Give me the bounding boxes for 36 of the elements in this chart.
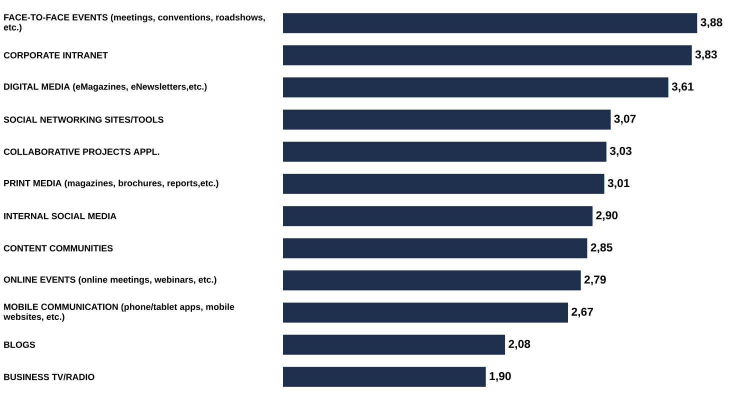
data-label: 3,01 (608, 179, 630, 189)
y-tick-label: BUSINESS TV/RADIO (4, 374, 94, 380)
bar (283, 45, 692, 66)
y-tick-label: CONTENT COMMUNITIES (4, 245, 113, 252)
y-tick-label: PRINT MEDIA (magazines, brochures, reports,etc.) (4, 180, 218, 188)
y-tick-label: COLLABORATIVE PROJECTS APPL. (4, 148, 160, 155)
data-label: 3,83 (695, 50, 717, 60)
data-label: 3,61 (672, 82, 694, 92)
data-label: 2,79 (584, 276, 606, 286)
bar (283, 142, 606, 162)
y-tick-label: INTERNAL SOCIAL MEDIA (4, 212, 116, 220)
data-label: 2,90 (596, 211, 618, 221)
y-tick-label: FACE-TO-FACE EVENTS (meetings, conventions, roadshows, etc.) (4, 14, 265, 32)
bar (283, 302, 568, 323)
bar (283, 110, 611, 130)
bar (283, 77, 668, 98)
bar (283, 334, 506, 355)
data-label: 1,90 (490, 372, 511, 382)
bar (283, 366, 486, 387)
bar (283, 13, 698, 34)
data-label: 2,67 (572, 308, 593, 318)
y-tick-label: SOCIAL NETWORKING SITES/TOOLS (4, 116, 164, 123)
bar (283, 174, 604, 194)
bar (283, 238, 588, 258)
data-label: 2,08 (508, 340, 530, 350)
y-tick-label: DIGITAL MEDIA (eMagazines, eNewsletters,etc.) (4, 83, 207, 92)
data-label: 3,88 (700, 18, 722, 28)
y-tick-label: MOBILE COMMUNICATION (phone/tablet apps, mobile websites, etc.) (3, 303, 234, 322)
y-tick-label: BLOGS (4, 342, 36, 348)
y-tick-label: CORPORATE INTRANET (4, 52, 108, 58)
data-label: 2,85 (590, 243, 612, 254)
data-label: 3,03 (610, 146, 632, 157)
y-tick-label: ONLINE EVENTS (online meetings, webinars, etc.) (4, 276, 216, 285)
bar (283, 206, 593, 226)
data-label: 3,07 (614, 114, 636, 124)
bar (283, 270, 581, 290)
